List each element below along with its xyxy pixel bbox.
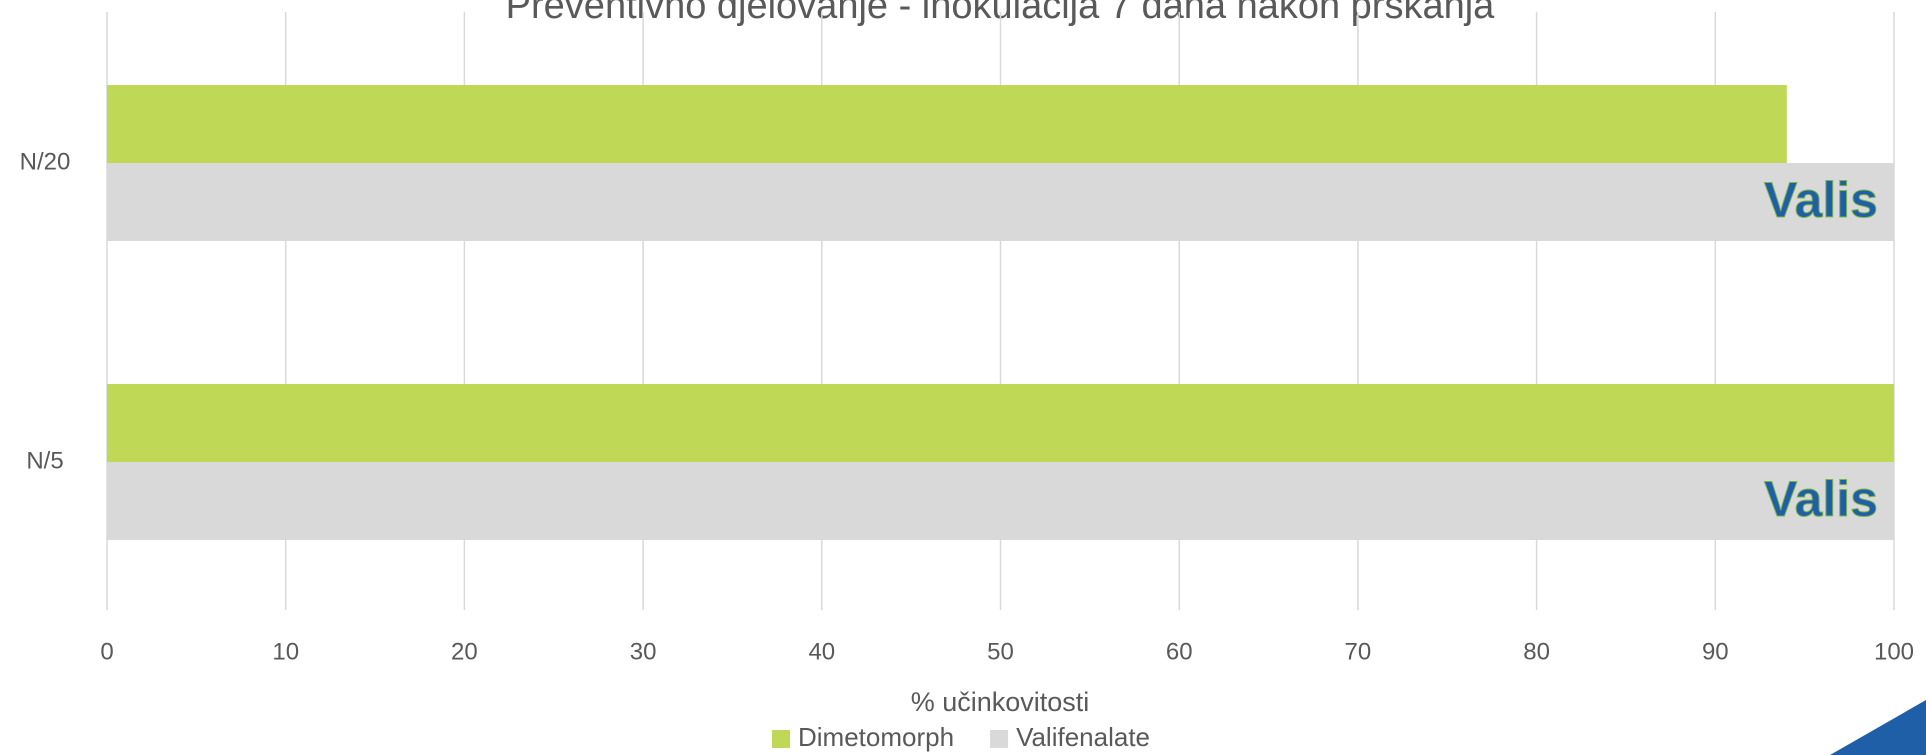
x-axis-label: % učinkovitosti [911,687,1090,717]
x-tick-label: 90 [1702,638,1729,665]
x-tick-label: 60 [1166,638,1193,665]
x-tick-label: 50 [987,638,1014,665]
logo: Valis [1764,471,1878,527]
bar [107,462,1894,540]
logo: Valis [1764,172,1878,228]
bar [107,384,1894,462]
x-tick-label: 20 [451,638,478,665]
y-tick-label: N/5 [26,447,63,474]
y-tick-label: N/20 [20,148,71,175]
x-tick-label: 80 [1523,638,1550,665]
x-tick-label: 0 [100,638,113,665]
x-tick-label: 40 [808,638,835,665]
x-tick-label: 100 [1874,638,1914,665]
legend-swatch [772,730,790,748]
corner-decoration [1830,700,1926,755]
legend-swatch [990,730,1009,748]
legend-label: Valifenalate [1016,722,1150,752]
bar [107,163,1894,241]
bar [107,85,1787,163]
legend-label: Dimetomorph [798,722,954,752]
x-tick-label: 10 [272,638,299,665]
x-tick-label: 70 [1345,638,1372,665]
x-tick-label: 30 [630,638,657,665]
